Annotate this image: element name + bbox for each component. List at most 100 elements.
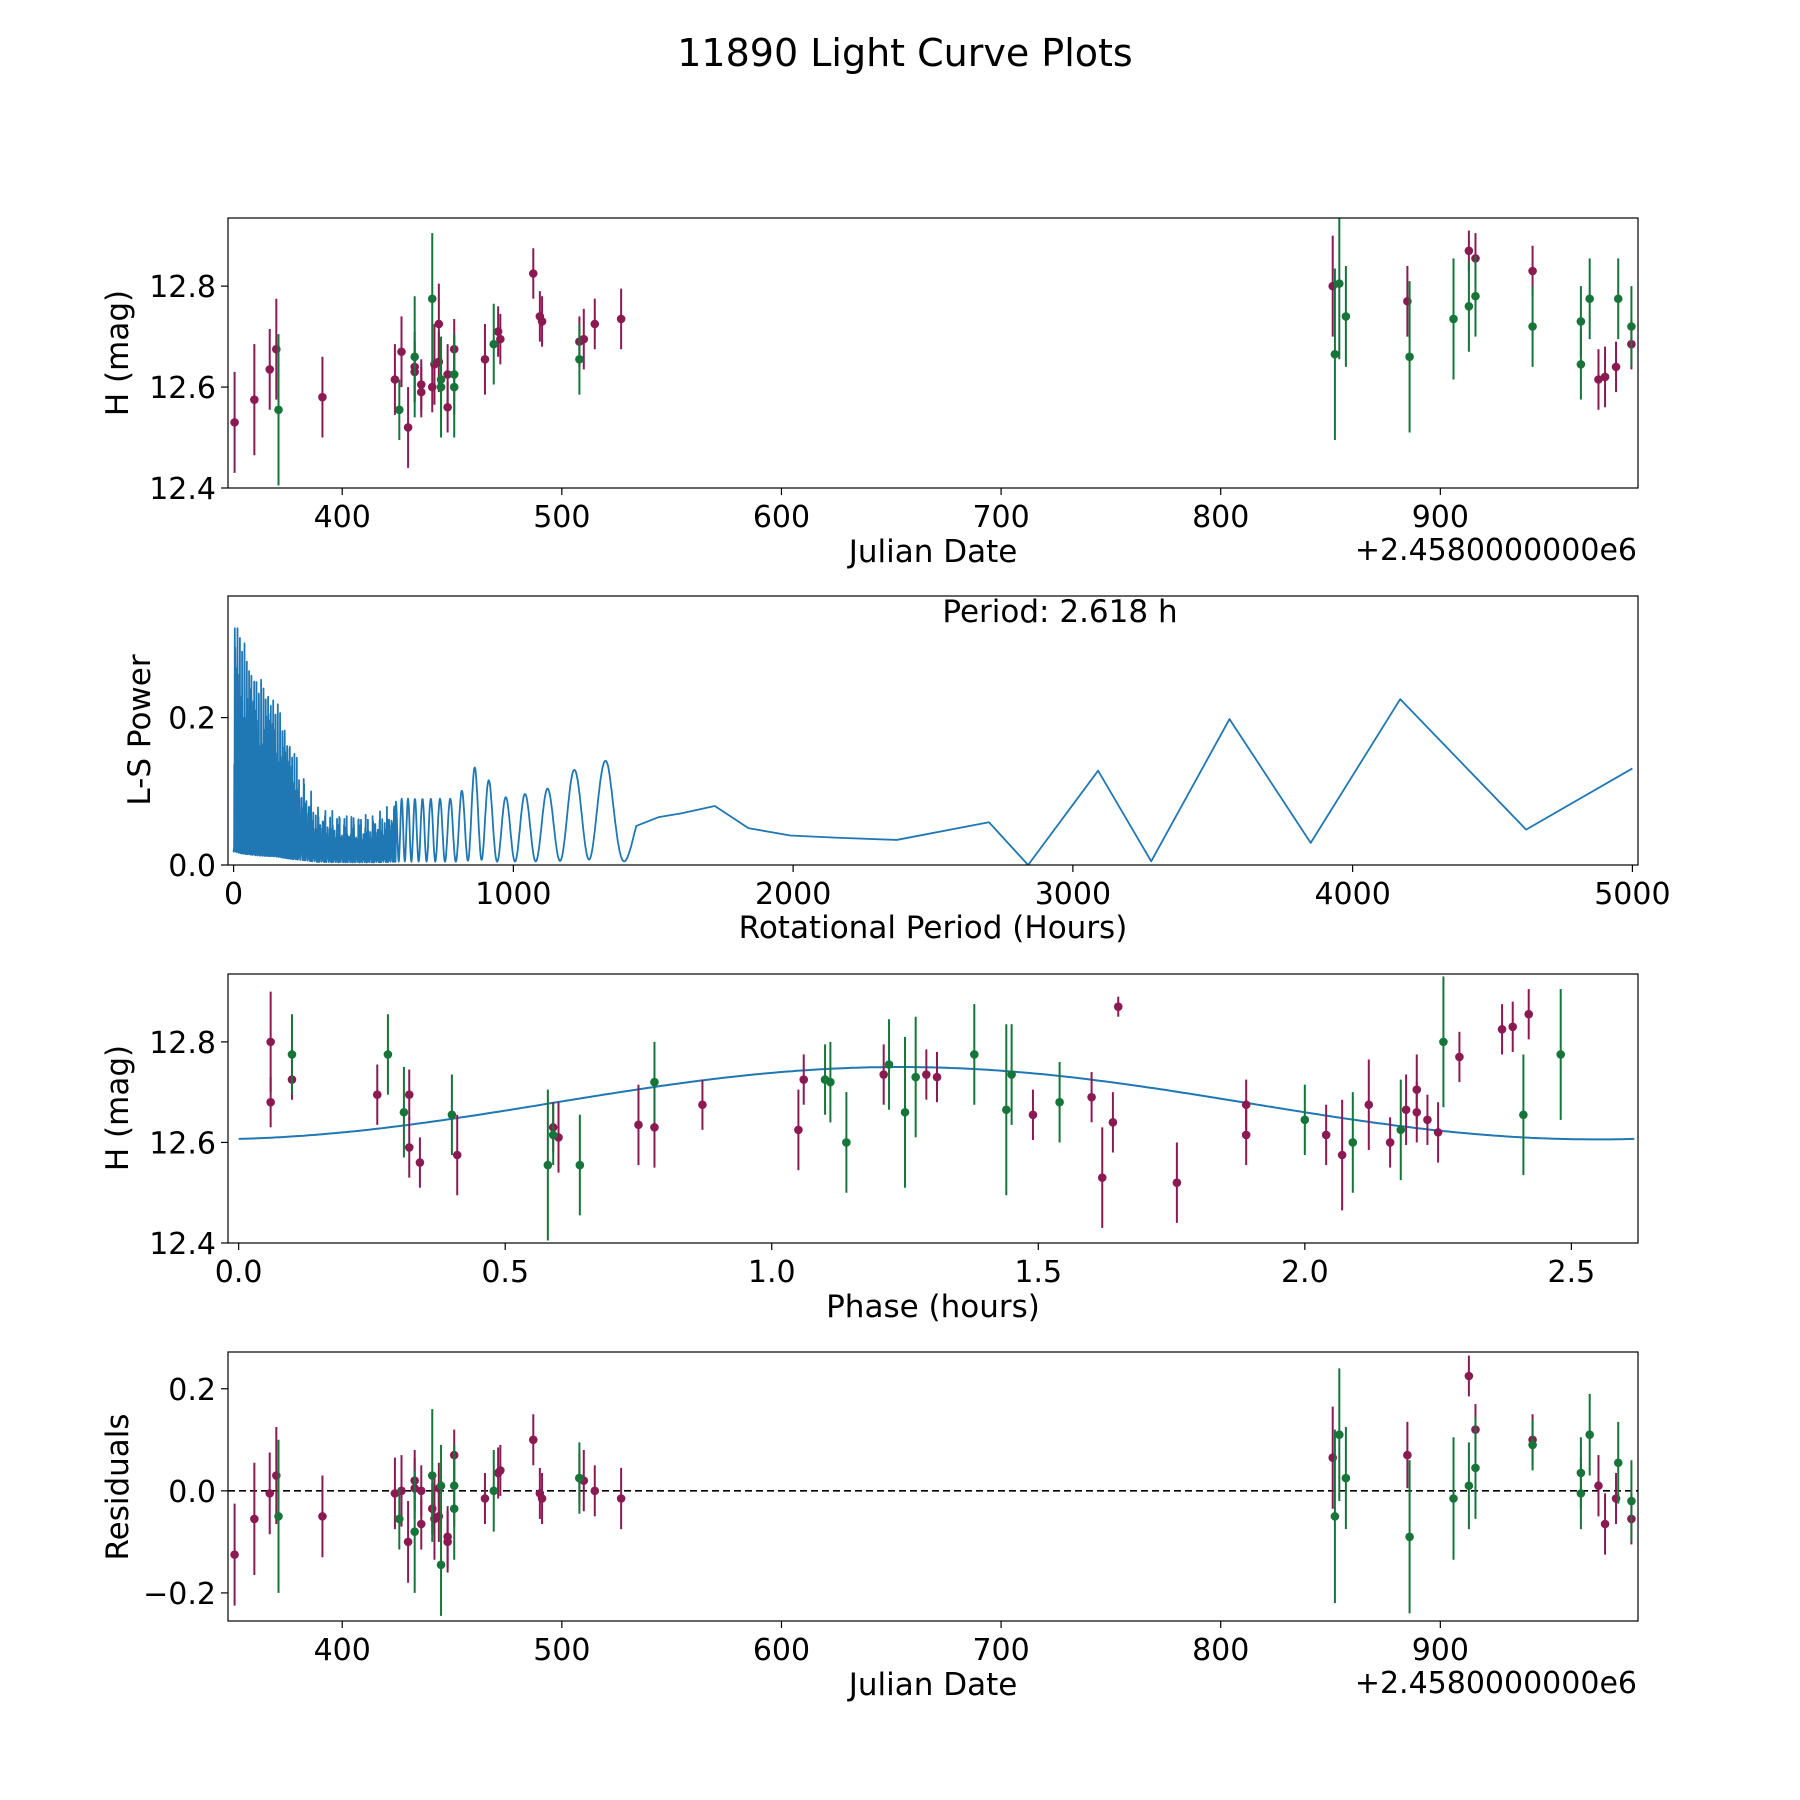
red-data-point (443, 370, 452, 379)
red-data-point (266, 1037, 275, 1047)
red-data-point (496, 1466, 505, 1475)
green-data-point (410, 1527, 419, 1536)
residuals-axes-frame (227, 1351, 1639, 1622)
light-curve-y-tick-label: 12.6 (149, 371, 216, 406)
red-data-point (318, 392, 327, 402)
red-data-point (480, 355, 490, 364)
green-data-point (427, 1471, 437, 1480)
red-data-point (452, 1150, 462, 1160)
green-data-point (1330, 349, 1340, 359)
green-data-point (575, 1160, 585, 1170)
phase-curve-x-tick-label: 2.5 (1548, 1255, 1596, 1290)
green-data-point (274, 405, 283, 415)
periodogram-ticks: 0 1000 2000 3000 4000 5000 0.0 0.2 (168, 702, 1670, 912)
green-data-point (548, 1130, 558, 1140)
green-data-point (1449, 314, 1458, 324)
red-data-point (1497, 1025, 1507, 1034)
red-data-point (443, 1532, 452, 1542)
residuals-x-tick-label: 700 (972, 1633, 1029, 1668)
residuals-x-tick-label: 600 (753, 1633, 810, 1668)
red-data-point (1028, 1110, 1038, 1120)
red-data-point (1594, 375, 1603, 384)
green-data-point (900, 1107, 910, 1117)
red-data-point (1321, 1130, 1331, 1140)
red-data-point (1401, 1105, 1411, 1115)
green-data-point (436, 1560, 446, 1570)
red-data-point (1087, 1092, 1096, 1102)
red-data-point (1385, 1138, 1395, 1147)
green-data-point (1396, 1125, 1406, 1135)
green-data-point (1576, 1468, 1586, 1478)
residuals-panel: 400 500 600 700 800 900 −0.2 0.0 0.2 Julian Date… (100, 1351, 1639, 1703)
red-data-point (1464, 246, 1474, 256)
green-data-point (1341, 1473, 1351, 1483)
light-curve-y-label: H (mag) (100, 290, 136, 416)
light-curve-plot-area (230, 218, 1636, 486)
periodogram-x-label: Rotational Period (Hours) (739, 910, 1128, 946)
phase-curve-x-tick-label: 0.5 (481, 1255, 529, 1290)
light-curve-x-tick-label: 600 (753, 500, 810, 535)
red-data-point (390, 1489, 400, 1498)
green-data-point (449, 1481, 459, 1491)
light-curve-y-tick-label: 12.8 (149, 270, 216, 305)
red-data-point (1097, 1173, 1107, 1182)
figure-title: 11890 Light Curve Plots (677, 31, 1132, 75)
light-curve-panel: 400 500 600 700 800 900 12.4 12.6 12.8 Julian Da… (100, 217, 1639, 570)
red-data-point (434, 319, 444, 329)
phase-curve-x-tick-label: 0.0 (215, 1255, 263, 1290)
green-data-point (1556, 1050, 1566, 1059)
green-data-point (1464, 1481, 1474, 1491)
phase-curve-y-tick-label: 12.6 (149, 1126, 216, 1161)
green-data-point (1613, 294, 1623, 304)
green-data-point (1613, 1458, 1623, 1468)
red-data-point (1412, 1107, 1422, 1117)
red-data-point (1172, 1178, 1182, 1187)
green-data-point (970, 1050, 979, 1059)
red-data-point (616, 314, 626, 324)
green-data-point (1335, 279, 1344, 288)
green-data-point (436, 1481, 446, 1491)
red-data-point (1600, 372, 1610, 382)
red-data-point (932, 1072, 942, 1082)
red-data-point (480, 1494, 490, 1503)
green-data-point (395, 405, 404, 415)
red-data-point (579, 334, 589, 344)
green-data-point (489, 1486, 499, 1496)
green-data-point (1576, 317, 1586, 326)
red-data-point (590, 319, 600, 329)
light-curve-axes-frame (227, 217, 1639, 489)
green-data-point (1464, 302, 1474, 311)
red-data-point (1611, 362, 1621, 372)
phase-curve-x-tick-label: 1.5 (1014, 1255, 1062, 1290)
red-data-point (230, 418, 239, 427)
light-curve-x-tick-label: 800 (1192, 500, 1249, 535)
green-data-point (1341, 312, 1351, 321)
light-curve-y-tick-label: 12.4 (149, 472, 216, 507)
red-data-point (650, 1123, 659, 1132)
red-data-point (1508, 1022, 1518, 1032)
red-data-point (1600, 1519, 1610, 1529)
red-data-point (266, 1097, 275, 1107)
red-data-point (403, 423, 413, 432)
red-data-point (1364, 1100, 1374, 1110)
light-curve-x-tick-label: 700 (972, 500, 1029, 535)
red-data-point (528, 1435, 538, 1445)
green-data-point (1348, 1138, 1358, 1147)
periodogram-y-tick-label: 0.0 (168, 849, 216, 884)
periodogram-x-tick-label: 5000 (1594, 877, 1670, 912)
periodogram-x-tick-label: 2000 (755, 877, 831, 912)
residuals-plot-area (228, 1355, 1638, 1616)
periodogram-panel: 0 1000 2000 3000 4000 5000 0.0 0.2 Period: 2.61… (122, 594, 1671, 946)
red-data-point (879, 1070, 888, 1079)
light-curve-x-label: Julian Date (847, 534, 1018, 570)
green-data-point (1330, 1512, 1340, 1521)
residuals-offset-label: +2.4580000000e6 (1355, 1666, 1637, 1701)
green-data-point (1585, 294, 1594, 304)
green-data-point (1449, 1494, 1458, 1503)
red-data-point (1524, 1009, 1534, 1019)
periodogram-plot-area (232, 627, 1633, 865)
red-data-point (416, 1486, 426, 1496)
green-data-point (543, 1160, 553, 1170)
